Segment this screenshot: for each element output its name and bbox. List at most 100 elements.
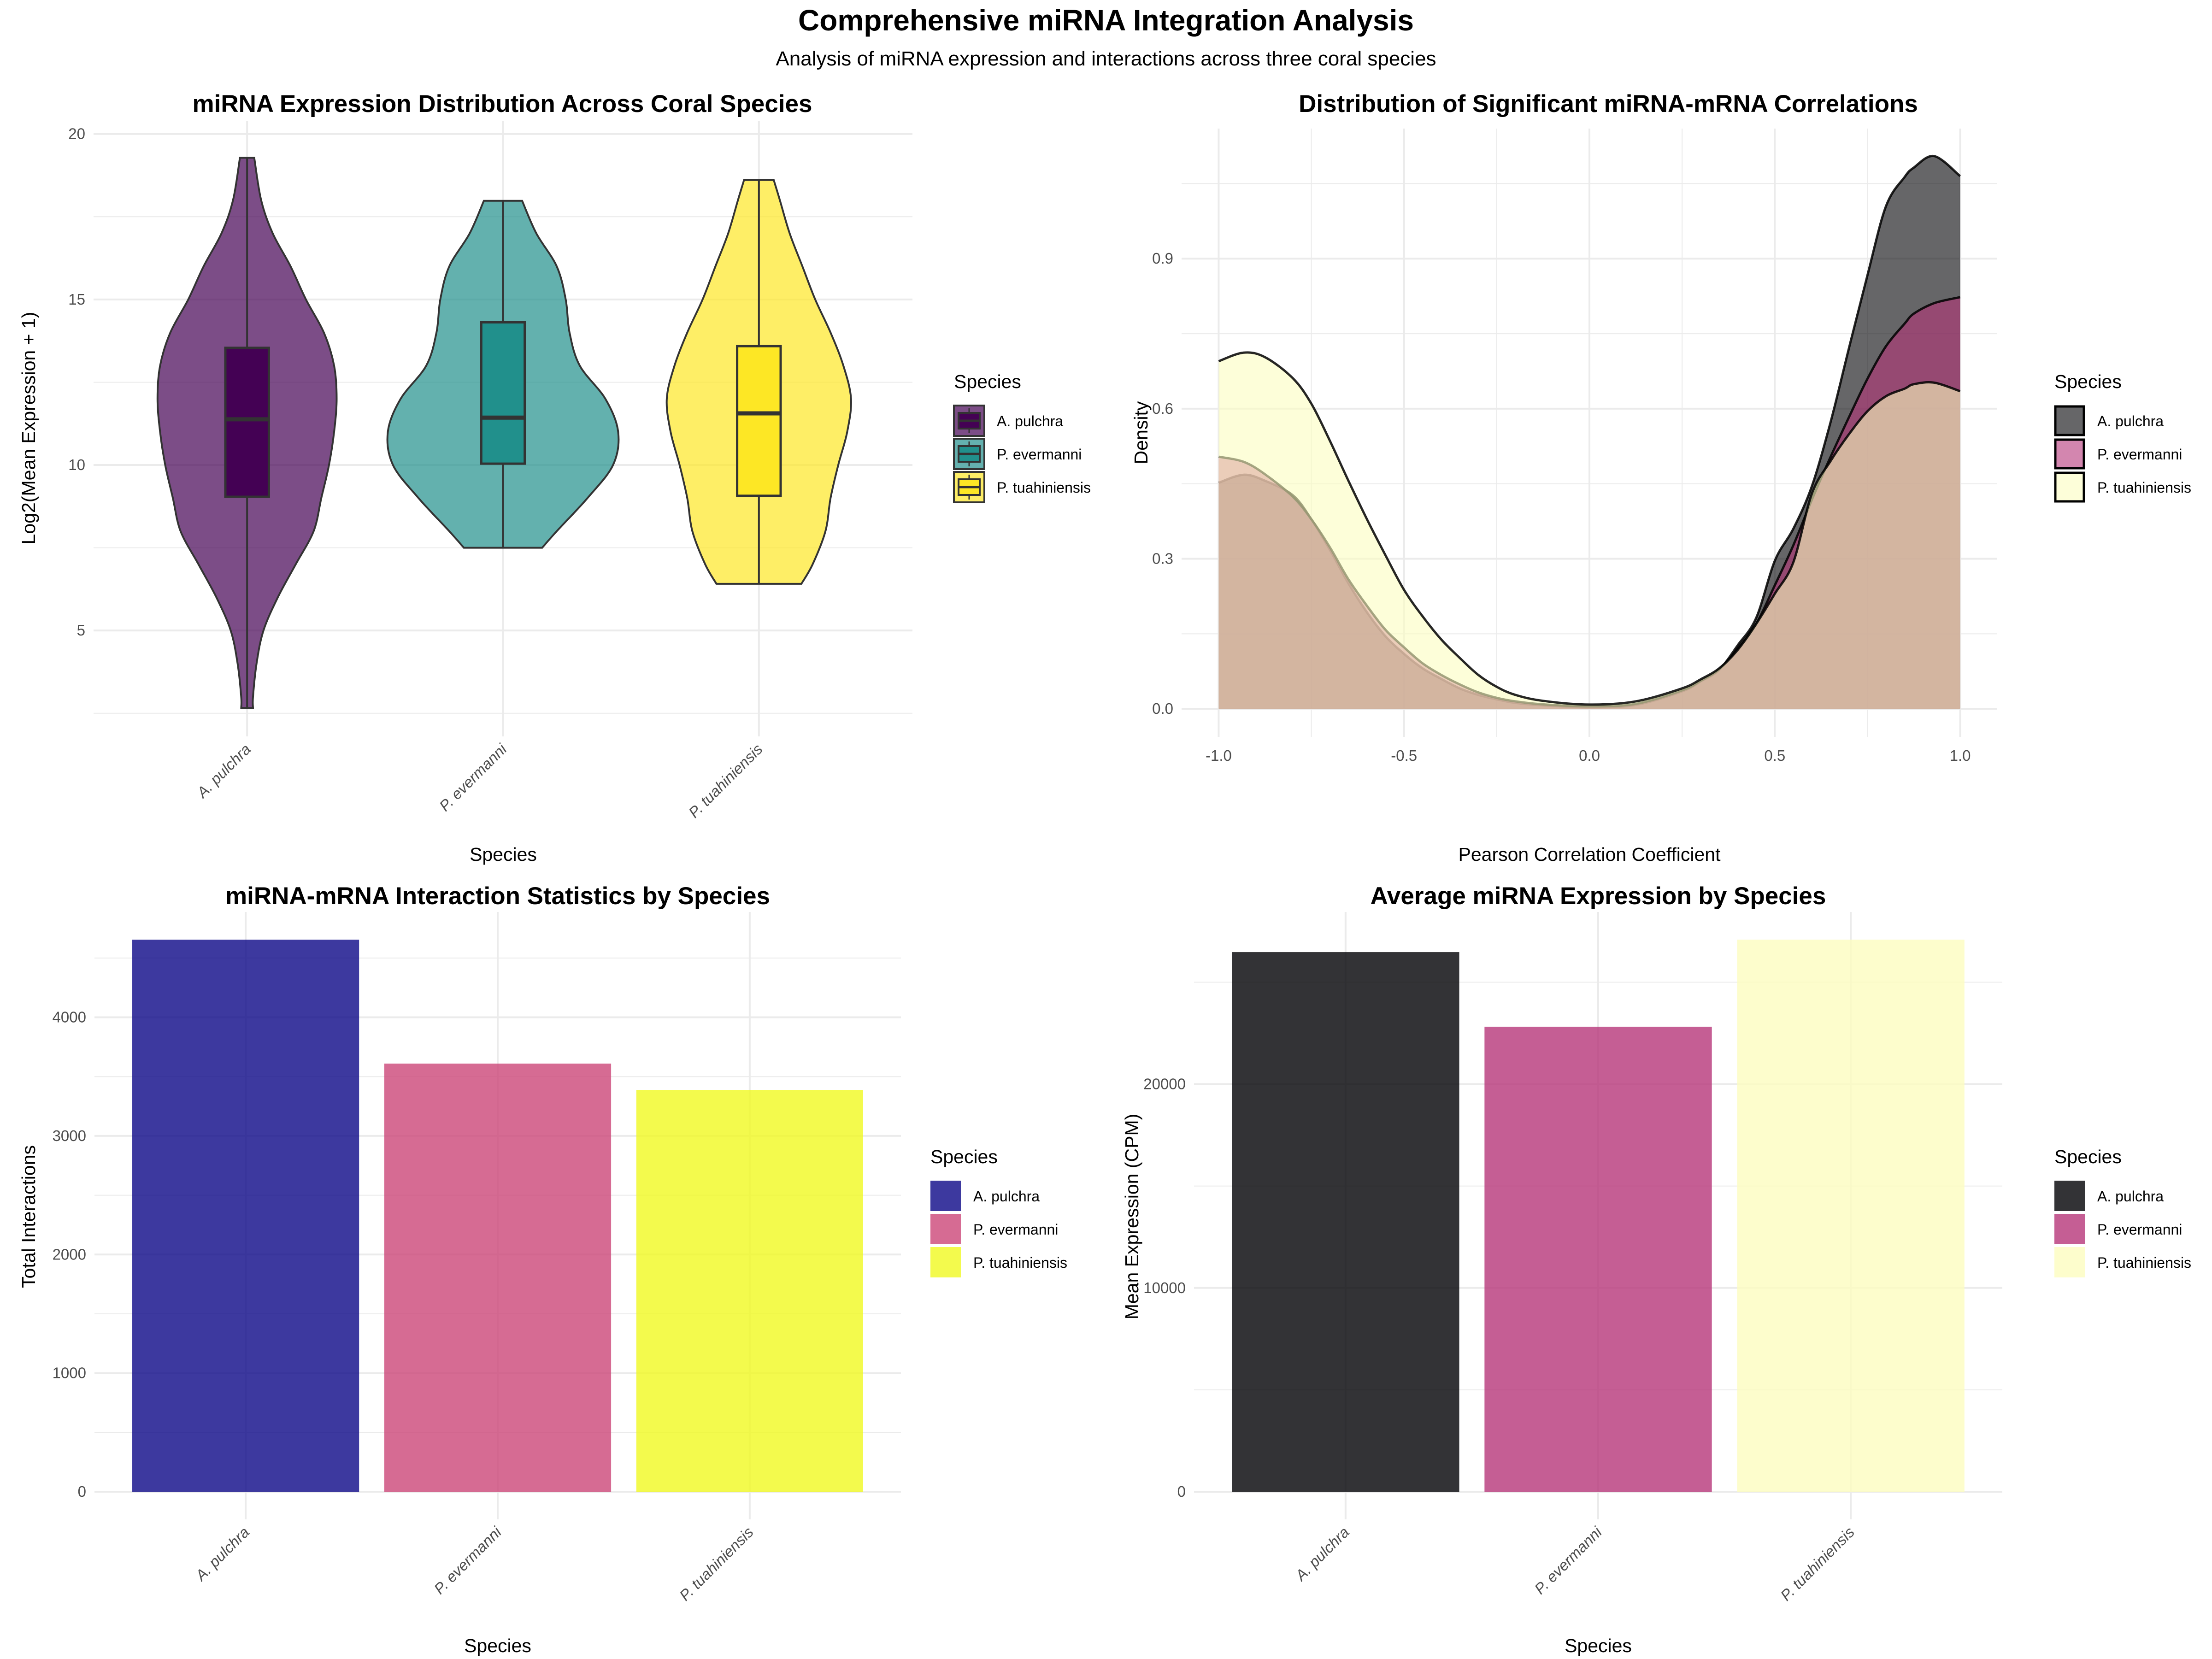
violin-title: miRNA Expression Distribution Across Cor… <box>193 90 812 118</box>
density-marks <box>1218 155 1961 709</box>
expression-legend-item: A. pulchra <box>2054 1181 2164 1211</box>
violin-legend-item: A. pulchra <box>953 405 1063 437</box>
violin-legend-title: Species <box>954 371 1021 392</box>
interactions-y-tick-label: 3000 <box>53 1127 86 1144</box>
interactions-x-axis-title: Species <box>464 1635 531 1656</box>
interactions-y-tick-label: 2000 <box>53 1246 86 1263</box>
legend-key-swatch <box>2054 405 2085 436</box>
expression-x-axis-title: Species <box>1565 1635 1632 1656</box>
density-legend-title: Species <box>2054 371 2122 392</box>
density-y-tick-label: 0.0 <box>1152 700 1173 717</box>
expression-y-tick-label: 10000 <box>1143 1279 1186 1296</box>
density-x-axis-title: Pearson Correlation Coefficient <box>1459 844 1721 865</box>
violin-y-tick-label: 20 <box>68 125 85 142</box>
box-iqr <box>736 345 782 497</box>
interactions-y-tick-label: 1000 <box>53 1365 86 1382</box>
expression-legend-title: Species <box>2054 1146 2122 1167</box>
legend-key-swatch <box>2054 1181 2085 1211</box>
density-x-tick-label: 1.0 <box>1950 747 1971 764</box>
expression-bar <box>1484 1026 1712 1492</box>
expression-legend-label: P. tuahiniensis <box>2097 1254 2191 1271</box>
expression-marks <box>1232 939 1965 1492</box>
interactions-y-tick-label: 0 <box>78 1483 86 1500</box>
density-x-tick-label: -1.0 <box>1206 747 1232 764</box>
violin-legend-label: P. evermanni <box>997 446 1082 463</box>
expression-bar <box>1737 939 1965 1492</box>
density-legend: Species A. pulchra P. evermanni P. tuahinie… <box>2054 371 2191 503</box>
violin-y-axis-title: Log2(Mean Expression + 1) <box>18 312 39 545</box>
density-y-ticks: 0.0 0.3 0.6 0.9 <box>1152 250 1173 717</box>
legend-key-swatch <box>2054 438 2085 470</box>
legend-key-swatch <box>2054 1214 2085 1244</box>
interactions-legend-item: A. pulchra <box>930 1181 1040 1211</box>
density-title: Distribution of Significant miRNA-mRNA C… <box>1299 90 1918 118</box>
interactions-legend: Species A. pulchra P. evermanni P. tuahinie… <box>930 1146 1067 1277</box>
box-iqr <box>480 321 526 465</box>
violin-legend-item: P. evermanni <box>953 438 1082 470</box>
violin-y-ticks: 5 10 15 20 <box>68 125 85 639</box>
density-y-tick-label: 0.6 <box>1152 400 1173 417</box>
legend-key-swatch <box>2054 471 2085 503</box>
density-area <box>1218 352 1960 709</box>
figure-title: Comprehensive miRNA Integration Analysis <box>798 4 1414 37</box>
density-y-tick-label: 0.3 <box>1152 550 1173 567</box>
density-legend-label: P. evermanni <box>2097 446 2182 463</box>
legend-key-swatch <box>930 1181 961 1211</box>
density-panel: 0.0 0.3 0.6 0.9 -1.0 -0.5 0.0 0.5 1.0 Distribut… <box>1130 90 2191 865</box>
density-x-ticks: -1.0 -0.5 0.0 0.5 1.0 <box>1206 747 1971 764</box>
expression-y-tick-label: 0 <box>1177 1483 1186 1500</box>
box-iqr <box>224 347 270 498</box>
density-x-tick-label: -0.5 <box>1391 747 1417 764</box>
expression-y-ticks: 0 10000 20000 <box>1143 1076 1186 1500</box>
interactions-bar <box>384 1063 612 1492</box>
interactions-y-tick-label: 4000 <box>53 1009 86 1026</box>
density-line <box>1218 351 1961 706</box>
expression-bar <box>1232 952 1459 1492</box>
violin-marks <box>156 157 852 709</box>
legend-key-swatch <box>930 1247 961 1277</box>
interactions-y-axis-title: Total Interactions <box>18 1145 39 1288</box>
legend-key-swatch <box>930 1214 961 1244</box>
interactions-y-ticks: 0 1000 2000 3000 4000 <box>53 1009 86 1500</box>
violin-legend: Species A. pulchra P. evermanni P. tuahinie… <box>953 371 1091 503</box>
interactions-legend-title: Species <box>930 1146 998 1167</box>
expression-legend-label: P. evermanni <box>2097 1221 2182 1238</box>
interactions-legend-item: P. tuahiniensis <box>930 1247 1067 1277</box>
density-legend-item: P. evermanni <box>2054 438 2182 470</box>
density-legend-item: A. pulchra <box>2054 405 2164 436</box>
interactions-panel: 0 1000 2000 3000 4000 A. pulchra P. evermanni… <box>18 882 1067 1656</box>
expression-title: Average miRNA Expression by Species <box>1371 882 1826 910</box>
interactions-title: miRNA-mRNA Interaction Statistics by Spe… <box>225 882 770 910</box>
expression-y-axis-title: Mean Expression (CPM) <box>1121 1114 1142 1320</box>
violin-legend-item: P. tuahiniensis <box>953 471 1091 503</box>
density-x-tick-label: 0.5 <box>1764 747 1785 764</box>
violin-legend-label: A. pulchra <box>997 413 1063 429</box>
density-area <box>1218 156 1960 709</box>
violin-legend-label: P. tuahiniensis <box>997 479 1091 496</box>
interactions-legend-label: P. tuahiniensis <box>973 1254 1067 1271</box>
figure-subtitle: Analysis of miRNA expression and interac… <box>776 47 1436 70</box>
density-legend-label: A. pulchra <box>2097 413 2164 429</box>
expression-panel: 0 10000 20000 A. pulchra P. evermanni P. tua… <box>1121 882 2191 1656</box>
interactions-marks <box>132 939 863 1492</box>
interactions-legend-label: A. pulchra <box>973 1188 1040 1205</box>
density-y-axis-title: Density <box>1130 401 1152 464</box>
interactions-legend-item: P. evermanni <box>930 1214 1058 1244</box>
expression-legend-item: P. tuahiniensis <box>2054 1247 2191 1277</box>
violin-y-tick-label: 15 <box>68 291 85 308</box>
expression-legend: Species A. pulchra P. evermanni P. tuahinie… <box>2054 1146 2191 1277</box>
interactions-bar <box>636 1090 863 1492</box>
violin-x-axis-title: Species <box>470 844 537 865</box>
expression-legend-item: P. evermanni <box>2054 1214 2182 1244</box>
violin-y-tick-label: 10 <box>68 456 85 473</box>
density-legend-label: P. tuahiniensis <box>2097 479 2191 496</box>
violin-y-tick-label: 5 <box>77 622 85 639</box>
expression-y-tick-label: 20000 <box>1143 1076 1186 1093</box>
interactions-bar <box>132 939 359 1492</box>
legend-key-swatch <box>2054 1247 2085 1277</box>
density-legend-item: P. tuahiniensis <box>2054 471 2191 503</box>
density-y-tick-label: 0.9 <box>1152 250 1173 267</box>
interactions-legend-label: P. evermanni <box>973 1221 1058 1238</box>
density-x-tick-label: 0.0 <box>1579 747 1600 764</box>
